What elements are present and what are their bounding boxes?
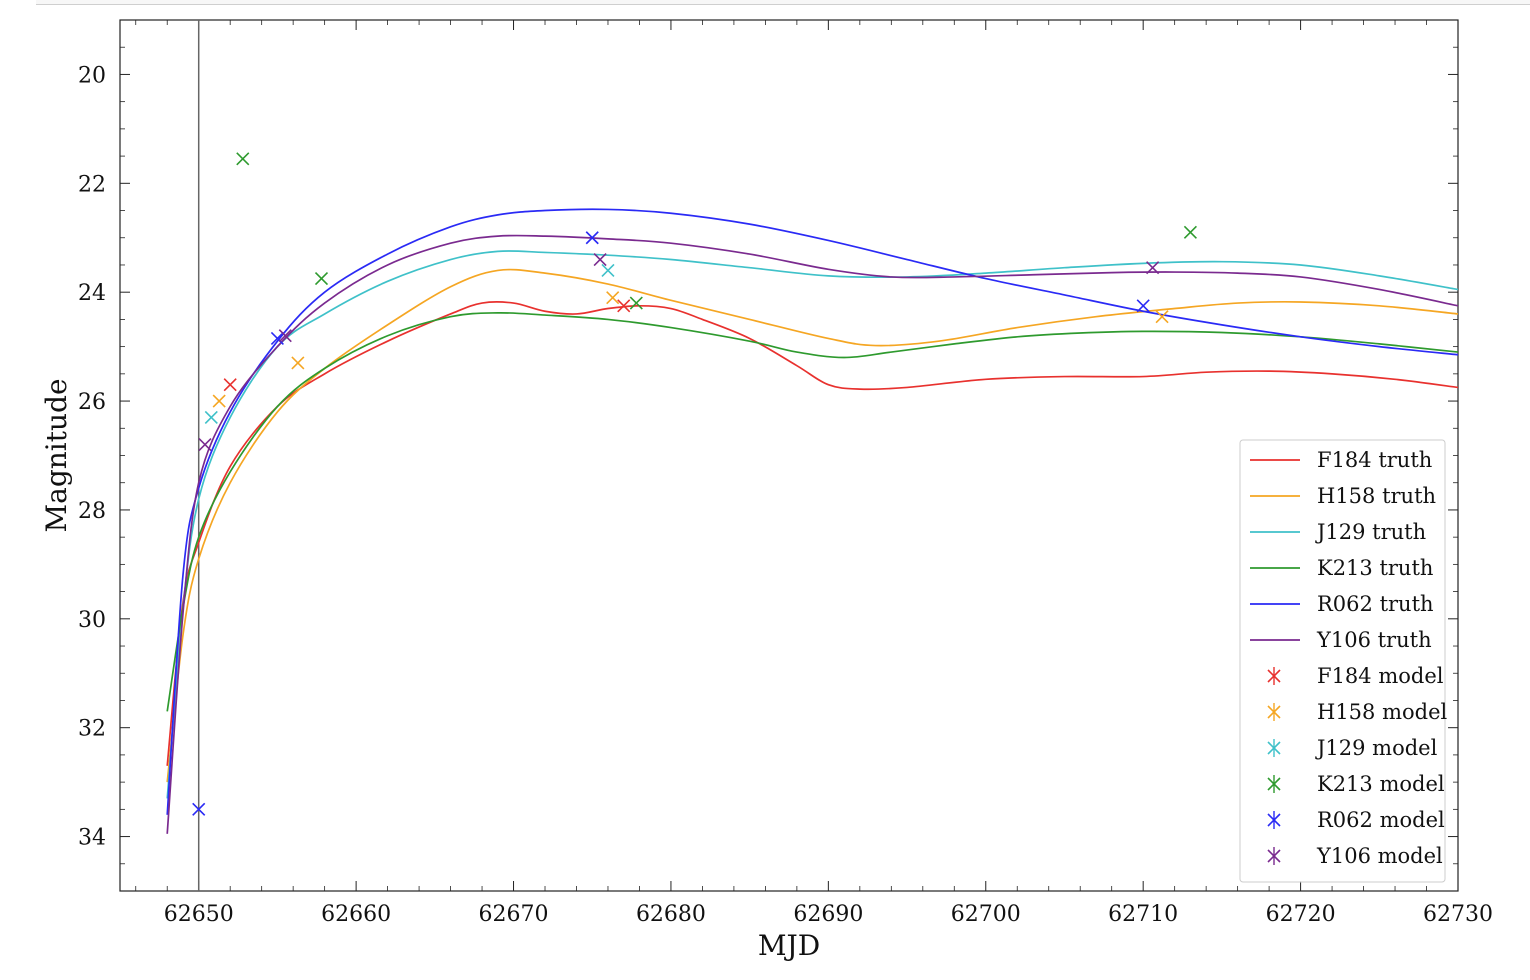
tick-labels: 62650 62660 62670 62680 62690 62700 62710 62720… <box>78 63 1493 927</box>
k213-model-point <box>236 152 250 166</box>
y106-model-point <box>278 329 292 343</box>
y-tick-label: 22 <box>78 172 106 197</box>
k213-model-point <box>314 272 329 286</box>
legend-label-y106-model: Y106 model <box>1316 844 1443 868</box>
axis-ticks <box>120 20 1459 891</box>
r062-model-point <box>192 802 206 816</box>
y-tick-label: 26 <box>78 390 106 415</box>
y-tick-label: 32 <box>78 717 106 742</box>
x-tick-label: 62710 <box>1108 902 1178 927</box>
y-tick-label: 20 <box>78 63 106 88</box>
x-tick-label: 62670 <box>479 902 549 927</box>
x-tick-label: 62720 <box>1266 902 1336 927</box>
y-tick-label: 24 <box>78 281 106 306</box>
legend-label-y106-truth: Y106 truth <box>1316 628 1432 652</box>
legend-swatch-h158-model <box>1267 703 1281 721</box>
r062-truth-line <box>166 208 1458 815</box>
legend-swatch-k213-model <box>1267 775 1281 793</box>
legend-swatch-r062-model <box>1267 811 1281 829</box>
legend-label-j129-model: J129 model <box>1315 736 1438 760</box>
k213-truth-line <box>166 311 1458 712</box>
legend-label-r062-model: R062 model <box>1317 808 1445 832</box>
legend-swatch-j129-model <box>1267 739 1281 757</box>
h158-model-point <box>606 291 620 305</box>
j129-model-point <box>204 410 218 424</box>
h158-model-point <box>1155 310 1169 324</box>
legend-label-r062-truth: R062 truth <box>1317 592 1434 616</box>
legend-box <box>1239 439 1446 883</box>
j129-truth-line <box>166 250 1458 799</box>
x-tick-label: 62660 <box>321 902 391 927</box>
h158-truth-line <box>166 268 1458 783</box>
k213-model-point <box>1183 225 1197 239</box>
legend-label-h158-model: H158 model <box>1317 700 1447 724</box>
h158-model-point <box>291 356 305 370</box>
legend-swatch-y106-model <box>1267 847 1281 865</box>
legend-label-k213-model: K213 model <box>1317 772 1445 796</box>
legend: F184 truth H158 truth J129 truth K213 truth… <box>1239 439 1447 883</box>
x-tick-label: 62690 <box>793 902 863 927</box>
y106-model-point <box>198 438 212 452</box>
r062-model-point <box>270 331 284 346</box>
r062-model-point <box>1136 299 1150 313</box>
f184-model-point <box>223 378 237 392</box>
y-tick-label: 28 <box>78 499 106 524</box>
h158-model-point <box>212 394 226 408</box>
legend-label-h158-truth: H158 truth <box>1317 484 1436 508</box>
r062-model-point <box>585 231 599 245</box>
k213-model-point <box>629 296 643 310</box>
legend-label-j129-truth: J129 truth <box>1315 520 1426 544</box>
legend-swatch-f184-model <box>1267 667 1281 685</box>
legend-label-f184-truth: F184 truth <box>1317 448 1432 472</box>
plot-frame <box>119 19 1459 892</box>
y106-model-point <box>1146 261 1160 275</box>
x-tick-label: 62650 <box>164 902 234 927</box>
y-tick-label: 30 <box>78 608 106 633</box>
notebook-output-border <box>36 0 1530 5</box>
y-axis-title: Magnitude <box>40 378 73 532</box>
y106-model-point <box>593 252 607 267</box>
j129-model-point <box>601 263 615 277</box>
y-tick-label: 34 <box>78 826 106 851</box>
x-tick-label: 62680 <box>636 902 706 927</box>
x-tick-label: 62730 <box>1423 902 1493 927</box>
legend-label-f184-model: F184 model <box>1317 664 1444 688</box>
legend-label-k213-truth: K213 truth <box>1317 556 1433 580</box>
y106-truth-line <box>166 234 1458 834</box>
x-axis-title: MJD <box>758 929 820 962</box>
x-tick-label: 62700 <box>951 902 1021 927</box>
f184-model-point <box>617 299 631 313</box>
